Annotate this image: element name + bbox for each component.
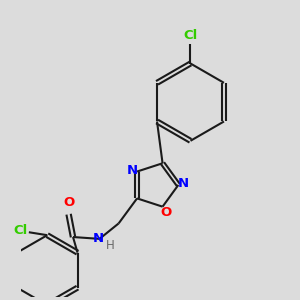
Text: O: O [63,196,75,209]
Text: N: N [178,177,189,190]
Text: O: O [160,206,172,219]
Text: N: N [126,164,137,177]
Text: Cl: Cl [14,224,28,237]
Text: N: N [93,232,104,245]
Text: H: H [105,239,114,252]
Text: Cl: Cl [183,29,198,42]
